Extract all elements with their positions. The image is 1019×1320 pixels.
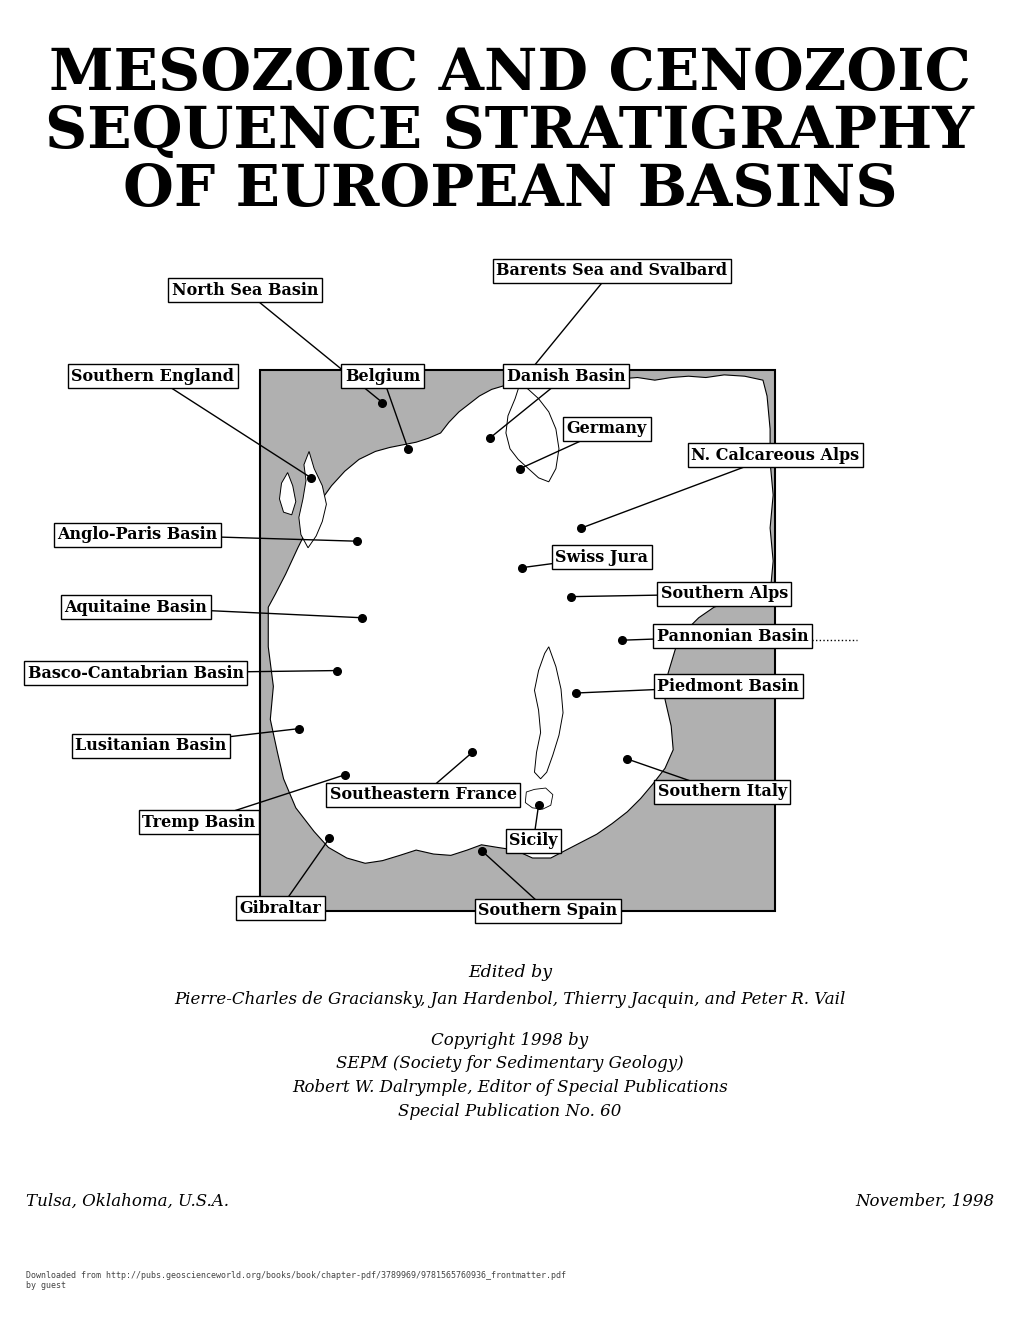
Text: Pannonian Basin: Pannonian Basin <box>656 628 807 644</box>
Polygon shape <box>534 647 562 779</box>
Polygon shape <box>279 473 296 515</box>
Text: Tulsa, Oklahoma, U.S.A.: Tulsa, Oklahoma, U.S.A. <box>25 1193 228 1209</box>
Polygon shape <box>299 451 326 548</box>
Text: November, 1998: November, 1998 <box>855 1193 994 1209</box>
Polygon shape <box>525 788 552 809</box>
Text: OF EUROPEAN BASINS: OF EUROPEAN BASINS <box>122 162 897 218</box>
Text: Piedmont Basin: Piedmont Basin <box>656 678 799 694</box>
Text: SEPM (Society for Sedimentary Geology): SEPM (Society for Sedimentary Geology) <box>336 1056 683 1072</box>
Text: Southern Spain: Southern Spain <box>478 903 616 919</box>
Text: Edited by: Edited by <box>468 965 551 981</box>
Text: Southern Italy: Southern Italy <box>657 784 786 800</box>
Text: North Sea Basin: North Sea Basin <box>171 282 318 298</box>
Text: Lusitanian Basin: Lusitanian Basin <box>75 738 226 754</box>
Text: Belgium: Belgium <box>344 368 420 384</box>
Text: Danish Basin: Danish Basin <box>506 368 625 384</box>
Text: Barents Sea and Svalbard: Barents Sea and Svalbard <box>496 263 727 279</box>
Text: Robert W. Dalrymple, Editor of Special Publications: Robert W. Dalrymple, Editor of Special P… <box>291 1080 728 1096</box>
Text: Tremp Basin: Tremp Basin <box>142 814 256 830</box>
Polygon shape <box>268 375 772 863</box>
Text: SEQUENCE STRATIGRAPHY: SEQUENCE STRATIGRAPHY <box>46 104 973 160</box>
Text: Southern England: Southern England <box>71 368 234 384</box>
Text: Anglo-Paris Basin: Anglo-Paris Basin <box>57 527 218 543</box>
Text: Southern Alps: Southern Alps <box>660 586 787 602</box>
Text: MESOZOIC AND CENOZOIC: MESOZOIC AND CENOZOIC <box>49 46 970 102</box>
Text: Downloaded from http://pubs.geoscienceworld.org/books/book/chapter-pdf/3789969/9: Downloaded from http://pubs.geosciencewo… <box>25 1271 565 1290</box>
Text: Aquitaine Basin: Aquitaine Basin <box>64 599 207 615</box>
Text: N. Calcareous Alps: N. Calcareous Alps <box>691 447 858 463</box>
Text: Special Publication No. 60: Special Publication No. 60 <box>398 1104 621 1119</box>
Text: Copyright 1998 by: Copyright 1998 by <box>431 1032 588 1048</box>
Text: Swiss Jura: Swiss Jura <box>554 549 648 565</box>
Text: Basco-Cantabrian Basin: Basco-Cantabrian Basin <box>28 665 244 681</box>
Polygon shape <box>505 383 558 482</box>
FancyBboxPatch shape <box>260 370 774 911</box>
Text: Southeastern France: Southeastern France <box>329 787 517 803</box>
Text: Pierre-Charles de Graciansky, Jan Hardenbol, Thierry Jacquin, and Peter R. Vail: Pierre-Charles de Graciansky, Jan Harden… <box>174 991 845 1007</box>
Text: Germany: Germany <box>567 421 646 437</box>
Text: Gibraltar: Gibraltar <box>239 900 321 916</box>
Text: Sicily: Sicily <box>508 833 557 849</box>
